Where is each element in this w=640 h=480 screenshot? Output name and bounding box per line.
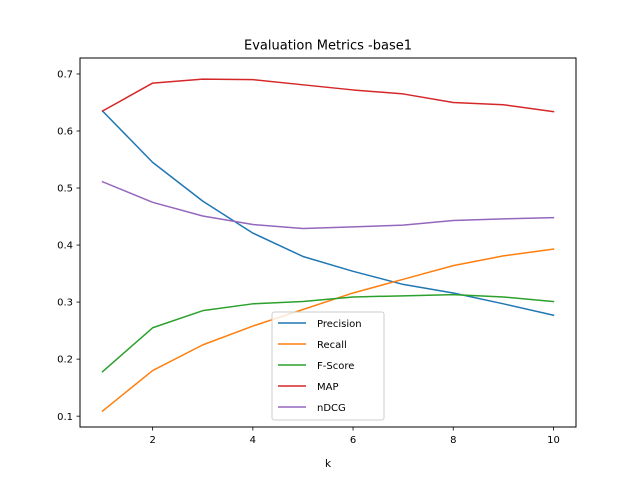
legend-label: Precision [317,319,362,330]
y-tick-label: 0.6 [57,127,73,138]
chart-title: Evaluation Metrics -base1 [244,39,412,54]
x-tick-label: 2 [149,435,155,446]
legend: Precision Recall F-Score MAP nDCG [271,311,385,421]
x-tick-label: 10 [547,435,560,446]
y-axis-ticks: 0.1 0.2 0.3 0.4 0.5 0.6 0.7 [57,70,80,423]
y-tick-label: 0.3 [57,298,73,309]
x-tick-label: 6 [350,435,356,446]
plot-frame [79,57,577,428]
legend-label: Recall [317,340,347,351]
x-tick-label: 4 [250,435,256,446]
x-axis-ticks: 2 4 6 8 10 [149,427,560,446]
series-lines [101,78,555,413]
x-axis-label: k [325,458,332,470]
series-line-ndcg [101,180,555,230]
x-tick-label: 8 [450,435,456,446]
series-line-f-score [101,293,555,373]
legend-label: nDCG [317,403,346,414]
y-tick-label: 0.7 [57,70,73,81]
legend-label: F-Score [317,361,354,372]
series-line-precision [101,109,555,317]
y-tick-label: 0.5 [57,184,73,195]
series-line-recall [101,248,555,413]
series-line-map [101,78,555,113]
y-tick-label: 0.4 [57,241,73,252]
y-tick-label: 0.2 [57,355,73,366]
legend-label: MAP [317,382,339,393]
y-tick-label: 0.1 [57,412,73,423]
legend-box [271,311,385,421]
